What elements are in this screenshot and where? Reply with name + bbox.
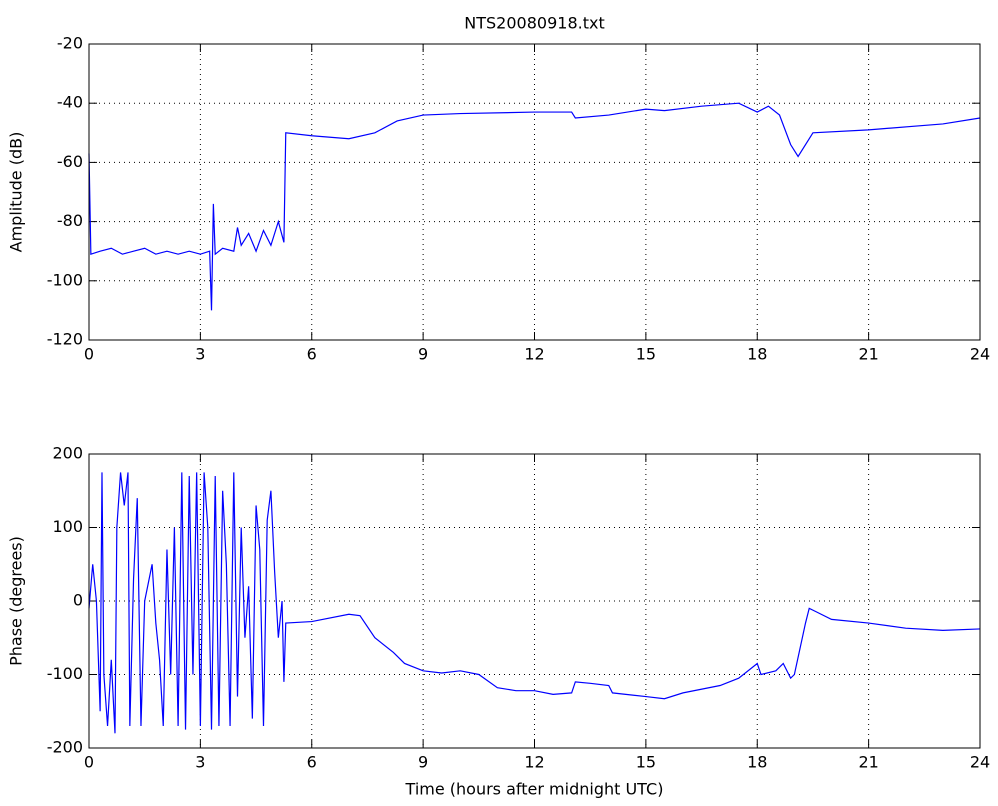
x-axis-label: Time (hours after midnight UTC) [405,780,664,799]
x-tick-label: 18 [747,753,767,772]
x-tick-label: 0 [84,753,94,772]
y-tick-label: -40 [57,93,83,112]
x-tick-label: 21 [858,753,878,772]
data-line [88,102,981,311]
y-tick-label: -100 [47,664,83,683]
axes-box [88,453,981,749]
x-tick-label: 6 [307,345,317,364]
data-line [88,472,981,734]
y-tick-label: -20 [57,34,83,53]
x-tick-label: 21 [858,345,878,364]
x-tick-label: 24 [970,345,990,364]
chart-title: NTS20080918.txt [464,14,604,33]
y-tick-label: -120 [47,330,83,349]
y-tick-label: -60 [57,152,83,171]
x-tick-label: 6 [307,753,317,772]
y-tick-label: 100 [52,517,83,536]
x-tick-label: 24 [970,753,990,772]
y-axis-label: Amplitude (dB) [7,132,26,253]
y-tick-label: 200 [52,444,83,463]
x-tick-label: 9 [418,753,428,772]
x-tick-label: 3 [195,345,205,364]
x-tick-label: 9 [418,345,428,364]
x-tick-label: 0 [84,345,94,364]
x-tick-label: 3 [195,753,205,772]
y-tick-label: -100 [47,270,83,289]
x-tick-label: 12 [524,753,544,772]
x-tick-label: 12 [524,345,544,364]
y-tick-label: 0 [73,591,83,610]
y-axis-label: Phase (degrees) [7,536,26,666]
x-tick-label: 15 [636,345,656,364]
axes-box [88,43,981,341]
y-tick-label: -80 [57,211,83,230]
x-tick-label: 15 [636,753,656,772]
x-tick-label: 18 [747,345,767,364]
y-tick-label: -200 [47,738,83,757]
plot-area [89,44,980,340]
